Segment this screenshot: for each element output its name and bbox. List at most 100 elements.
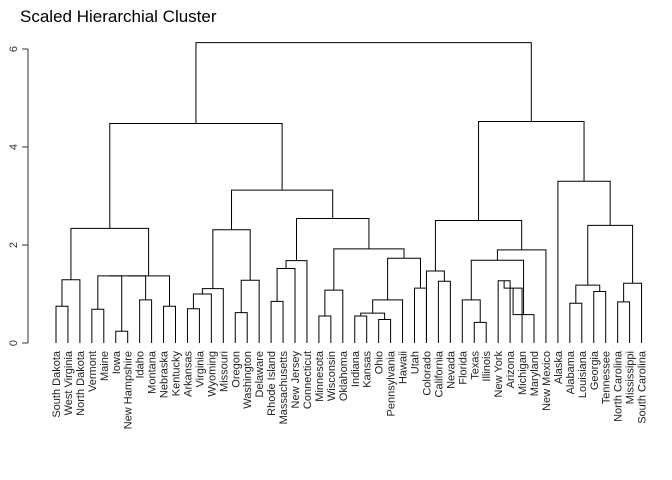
leaf-label: Alaska	[553, 350, 565, 384]
leaf-label: Pennsylvania	[386, 350, 398, 416]
leaf-label: New York	[493, 351, 505, 398]
leaf-label: Mississippi	[625, 351, 637, 404]
leaf-label: Arkansas	[182, 351, 194, 397]
y-tick-label: 0	[8, 340, 20, 346]
leaf-label: Kansas	[362, 351, 374, 388]
cluster-link	[97, 275, 123, 332]
leaf-label: Ohio	[374, 351, 386, 374]
leaf-label: Hawaii	[398, 351, 410, 384]
cluster-link	[437, 280, 451, 343]
leaf-label: Maine	[99, 351, 111, 381]
cluster-link	[497, 280, 511, 343]
y-tick-label: 2	[8, 242, 20, 248]
cluster-link	[473, 321, 487, 343]
leaf-label: Vermont	[87, 351, 99, 392]
cluster-link	[434, 220, 523, 271]
leaf-label: Utah	[410, 351, 422, 374]
leaf-label: Virginia	[194, 350, 206, 387]
leaf-label: West Virginia	[63, 350, 75, 415]
leaf-labels: South Dakota West Virginia North Dakota Ver…	[51, 350, 649, 429]
cluster-link	[470, 259, 525, 315]
leaf-label: Alabama	[565, 350, 577, 394]
dendrogram-links	[55, 42, 643, 343]
leaf-label: Massachusetts	[278, 351, 290, 425]
leaf-label: Iowa	[111, 350, 123, 374]
cluster-link	[557, 180, 611, 343]
y-tick-label: 4	[8, 144, 20, 150]
leaf-label: Washington	[242, 351, 254, 409]
y-axis: 0 2 4 6	[8, 46, 29, 346]
cluster-link	[372, 299, 404, 343]
leaf-label: Idaho	[135, 351, 147, 379]
leaf-label: Illinois	[481, 351, 493, 382]
leaf-label: Delaware	[254, 351, 266, 397]
leaf-label: South Carolina	[637, 350, 649, 424]
cluster-link	[593, 291, 607, 343]
leaf-label: Nevada	[445, 350, 457, 389]
cluster-link	[425, 270, 445, 343]
cluster-link	[91, 308, 105, 343]
cluster-link	[575, 284, 601, 304]
cluster-link	[569, 302, 583, 343]
cluster-link	[192, 293, 212, 343]
cluster-link	[387, 257, 421, 300]
leaf-label: California	[433, 350, 445, 397]
leaf-label: New Mexico	[541, 351, 553, 411]
cluster-link	[587, 224, 634, 286]
leaf-label: Tennessee	[601, 351, 613, 404]
cluster-link	[461, 299, 481, 343]
leaf-label: Nebraska	[159, 350, 171, 398]
leaf-label: Missouri	[218, 351, 230, 392]
leaf-label: North Carolina	[613, 350, 625, 422]
cluster-link	[354, 315, 368, 343]
cluster-link	[318, 315, 332, 343]
leaf-label: Louisiana	[577, 350, 589, 398]
leaf-label: Arizona	[505, 350, 517, 388]
cluster-link	[109, 275, 147, 300]
leaf-label: New Jersey	[290, 351, 302, 409]
cluster-link	[127, 275, 171, 307]
leaf-label: Rhode Island	[266, 351, 278, 416]
leaf-label: Wyoming	[206, 351, 218, 397]
cluster-link	[139, 299, 153, 343]
leaf-label: Minnesota	[314, 350, 326, 402]
leaf-label: Florida	[457, 350, 469, 385]
cluster-link	[270, 300, 284, 343]
leaf-label: Georgia	[589, 350, 601, 390]
cluster-link	[195, 42, 532, 124]
leaf-label: Connecticut	[302, 351, 314, 409]
leaf-label: Maryland	[529, 351, 541, 396]
leaf-label: New Hampshire	[123, 351, 135, 429]
cluster-link	[231, 189, 334, 230]
cluster-link	[55, 305, 69, 343]
cluster-link	[70, 227, 150, 280]
cluster-link	[414, 287, 427, 343]
cluster-link	[61, 279, 81, 343]
cluster-link	[109, 122, 283, 229]
cluster-link	[623, 282, 643, 343]
cluster-link	[201, 288, 224, 343]
leaf-label: Colorado	[421, 351, 433, 396]
leaf-label: Wisconsin	[326, 351, 338, 401]
cluster-link	[234, 312, 248, 343]
cluster-link	[276, 268, 296, 343]
leaf-label: Kentucky	[171, 351, 183, 397]
cluster-link	[240, 279, 260, 343]
chart-title: Scaled Hierarchial Cluster	[20, 7, 217, 26]
leaf-label: South Dakota	[51, 350, 63, 418]
leaf-label: North Dakota	[75, 350, 87, 416]
cluster-link	[186, 308, 200, 343]
leaf-label: Montana	[147, 350, 159, 394]
cluster-link	[115, 330, 129, 343]
cluster-link	[285, 260, 308, 343]
cluster-link	[378, 318, 392, 343]
leaf-label: Indiana	[350, 350, 362, 387]
cluster-link	[478, 121, 585, 221]
cluster-link	[617, 301, 631, 343]
cluster-link	[163, 305, 176, 343]
cluster-link	[333, 248, 405, 291]
cluster-link	[295, 218, 370, 261]
y-tick-label: 6	[8, 46, 20, 52]
leaf-label: Texas	[469, 351, 481, 380]
